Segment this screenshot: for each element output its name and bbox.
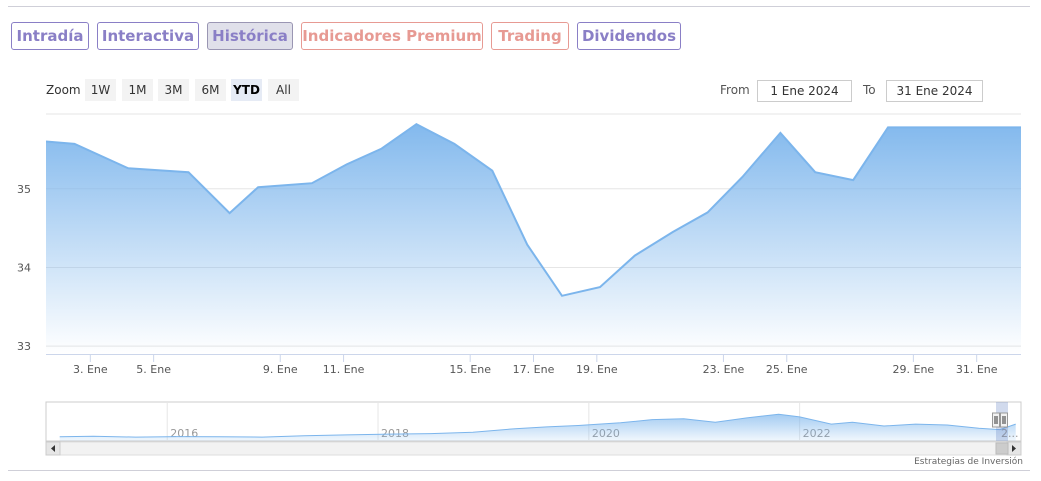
scrollbar-track[interactable]	[45, 441, 1022, 456]
x-tick-label: 3. Ene	[73, 363, 108, 376]
x-tick-label: 5. Ene	[136, 363, 171, 376]
navigator-handle[interactable]	[1000, 412, 1008, 428]
y-tick-label: 35	[17, 183, 31, 196]
top-divider	[8, 6, 1030, 7]
from-date-input[interactable]: 1 Ene 2024	[757, 80, 852, 102]
navigator-line	[59, 413, 1016, 438]
navigator-series	[59, 413, 1016, 441]
zoom-all-button[interactable]: All	[268, 79, 299, 101]
series-line	[46, 123, 1021, 297]
scrollbar-thumb[interactable]	[995, 442, 1009, 455]
x-tick-label: 9. Ene	[263, 363, 298, 376]
y-tick-label: 34	[17, 261, 31, 274]
tab-dividendos[interactable]: Dividendos	[577, 22, 681, 50]
x-tick-label: 17. Ene	[513, 363, 555, 376]
navigator-handle[interactable]	[992, 412, 1000, 428]
zoom-ytd-button[interactable]: YTD	[231, 79, 262, 101]
x-tick-label: 11. Ene	[323, 363, 365, 376]
to-date-input[interactable]: 31 Ene 2024	[886, 80, 983, 102]
zoom-1m-button[interactable]: 1M	[122, 79, 153, 101]
from-label: From	[720, 83, 750, 97]
x-tick-label: 25. Ene	[766, 363, 808, 376]
x-tick-label: 19. Ene	[576, 363, 618, 376]
chevron-right-icon	[1012, 445, 1016, 452]
to-label: To	[863, 83, 876, 97]
series-area	[46, 124, 1021, 354]
x-tick-label: 29. Ene	[893, 363, 935, 376]
zoom-6m-button[interactable]: 6M	[195, 79, 226, 101]
navigator-year-label-truncated: 2...	[1001, 427, 1019, 440]
tab-indicadores-premium[interactable]: Indicadores Premium	[301, 22, 483, 50]
bottom-divider	[8, 470, 1030, 471]
y-tick-label: 33	[17, 340, 31, 353]
x-tick-label: 23. Ene	[703, 363, 745, 376]
zoom-label: Zoom	[46, 83, 81, 97]
zoom-3m-button[interactable]: 3M	[158, 79, 189, 101]
credits-link[interactable]: Estrategias de Inversión	[914, 457, 1023, 467]
tab-trading[interactable]: Trading	[491, 22, 569, 50]
tab-intradia[interactable]: Intradía	[11, 22, 89, 50]
zoom-1w-button[interactable]: 1W	[85, 79, 116, 101]
x-tick-label: 15. Ene	[449, 363, 491, 376]
x-tick-label: 31. Ene	[956, 363, 998, 376]
tab-interactiva[interactable]: Interactiva	[97, 22, 199, 50]
tab-historica[interactable]: Histórica	[207, 22, 293, 50]
chevron-left-icon	[51, 445, 55, 452]
